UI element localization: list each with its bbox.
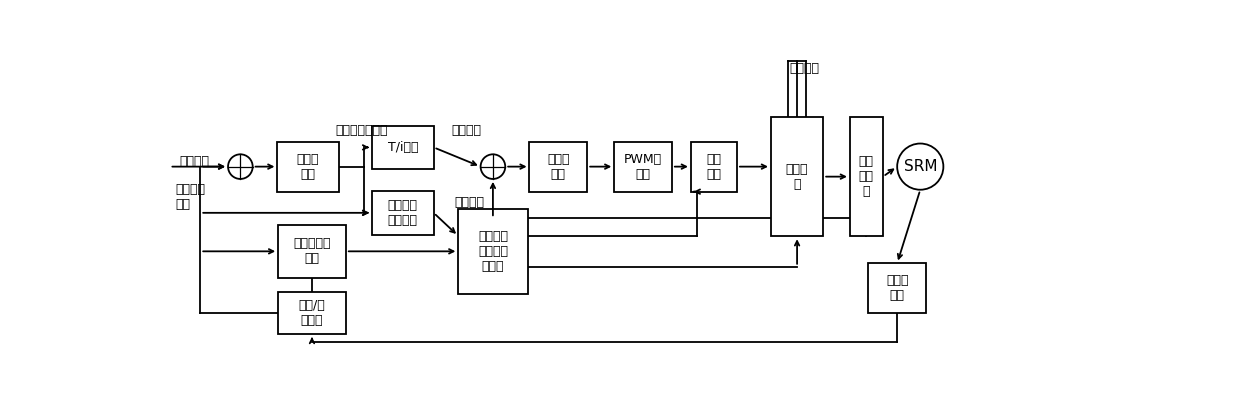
Text: 实际给定转矩值: 实际给定转矩值 [336,124,388,137]
Text: 开关
逻辑: 开关 逻辑 [706,152,721,180]
Bar [691,141,737,191]
Bar [278,225,346,277]
Bar [278,141,339,191]
Circle shape [228,154,253,179]
Text: 导通宽度
计算模块: 导通宽度 计算模块 [388,199,418,227]
Text: 直流母线: 直流母线 [789,62,820,75]
Bar [278,292,346,334]
Text: 开关元
件: 开关元 件 [786,163,808,191]
Text: 给定转速: 给定转速 [180,155,209,168]
Text: 实际反馈
转速: 实际反馈 转速 [175,184,204,212]
Text: 电流给定: 电流给定 [451,124,481,137]
Bar [458,209,528,294]
Circle shape [481,154,506,179]
Circle shape [897,143,943,190]
Text: SRM: SRM [903,159,937,174]
Bar [869,263,926,313]
Bar [771,117,823,236]
Text: 电流调
节器: 电流调 节器 [548,152,570,180]
Bar [850,117,883,236]
Text: 电流
传感
器: 电流 传感 器 [859,155,873,198]
Bar [615,141,672,191]
Text: 前移角计算
模块: 前移角计算 模块 [294,237,331,265]
Text: 位置传
感器: 位置传 感器 [886,274,908,302]
Bar [529,141,587,191]
Text: PWM占
空比: PWM占 空比 [624,152,662,180]
Text: 电流调
节器: 电流调 节器 [297,152,320,180]
Text: 开通角和
关断角控
制模块: 开通角和 关断角控 制模块 [478,230,508,273]
Bar [372,126,434,169]
Text: 位置/速
度变换: 位置/速 度变换 [299,299,326,327]
Text: T/i计算: T/i计算 [388,141,418,154]
Bar [372,191,434,235]
Text: 电流反馈: 电流反馈 [455,196,484,209]
